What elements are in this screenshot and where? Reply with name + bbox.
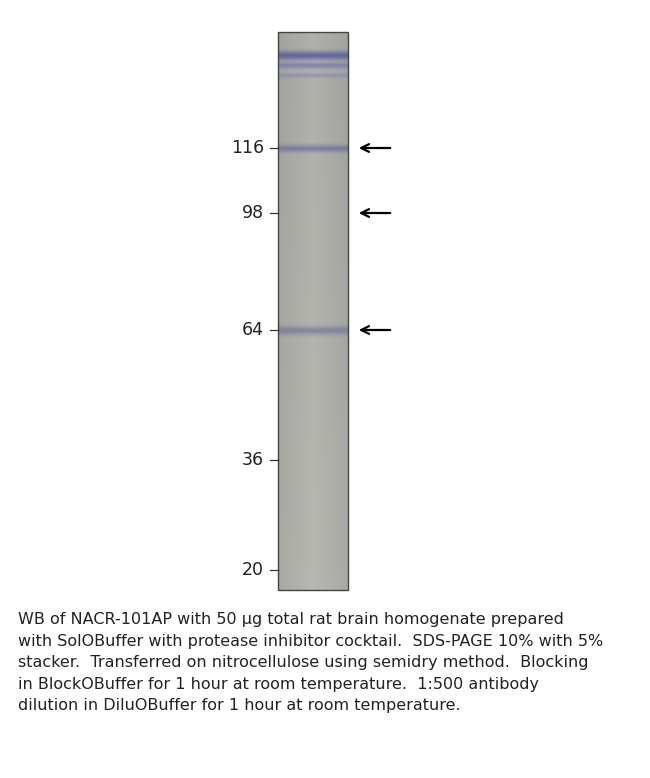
Text: 64: 64 — [242, 321, 264, 339]
Bar — [278, 32, 348, 590]
Text: WB of NACR-101AP with 50 μg total rat brain homogenate prepared
with SolOBuffer : WB of NACR-101AP with 50 μg total rat br… — [18, 612, 603, 713]
Text: 36: 36 — [242, 451, 264, 469]
Text: 98: 98 — [242, 204, 264, 222]
Text: 116: 116 — [231, 139, 264, 157]
Text: 20: 20 — [242, 561, 264, 579]
